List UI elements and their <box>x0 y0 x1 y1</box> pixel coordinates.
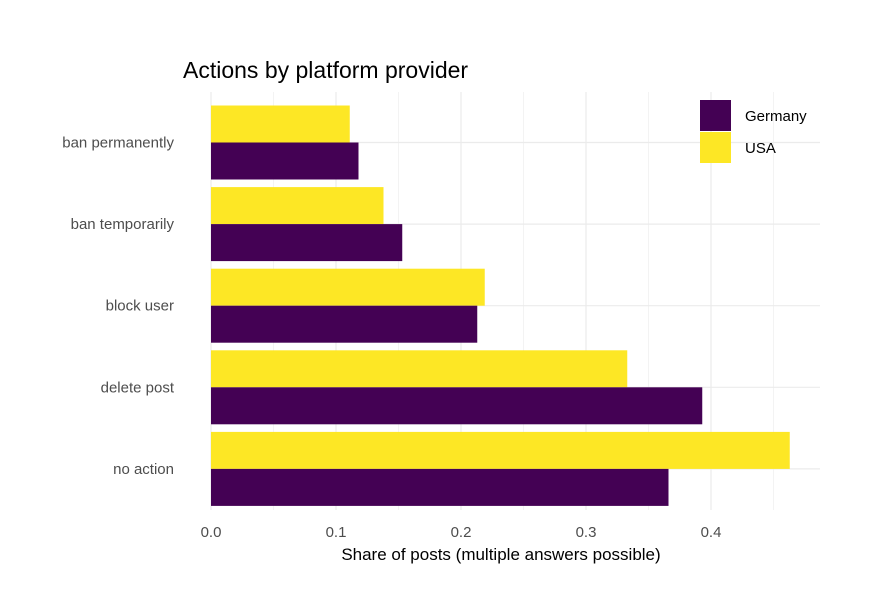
x-tick-label: 0.1 <box>326 524 347 541</box>
x-tick-label: 0.4 <box>701 524 722 541</box>
bar-germany-no-action <box>211 468 669 506</box>
bar-germany-ban-permanently <box>211 142 359 180</box>
x-tick-label: 0.2 <box>451 524 472 541</box>
x-axis-label: Share of posts (multiple answers possibl… <box>341 545 660 564</box>
legend-label-usa: USA <box>745 140 776 157</box>
y-tick-label: block user <box>106 298 174 315</box>
y-tick-label: delete post <box>101 379 175 396</box>
y-tick-label: ban permanently <box>62 135 174 152</box>
bar-germany-block-user <box>211 305 478 343</box>
legend-label-germany: Germany <box>745 108 807 125</box>
y-tick-label: ban temporarily <box>71 216 175 233</box>
chart-title: Actions by platform provider <box>183 57 468 83</box>
bars-layer <box>211 105 790 506</box>
x-tick-label: 0.3 <box>576 524 597 541</box>
bar-usa-block-user <box>211 268 485 306</box>
bar-usa-delete-post <box>211 350 628 388</box>
bar-usa-ban-temporarily <box>211 187 384 225</box>
y-tick-labels: ban permanently ban temporarily block user… <box>62 135 175 478</box>
legend-key-usa <box>700 132 731 163</box>
bar-usa-ban-permanently <box>211 105 350 143</box>
x-tick-label: 0.0 <box>201 524 222 541</box>
x-tick-labels: 0.0 0.1 0.2 0.3 0.4 <box>201 524 722 541</box>
bar-germany-delete-post <box>211 387 703 425</box>
bar-usa-no-action <box>211 431 790 469</box>
legend-key-germany <box>700 100 731 131</box>
y-tick-label: no action <box>113 461 174 478</box>
legend: Germany USA <box>700 100 807 163</box>
bar-germany-ban-temporarily <box>211 224 403 262</box>
